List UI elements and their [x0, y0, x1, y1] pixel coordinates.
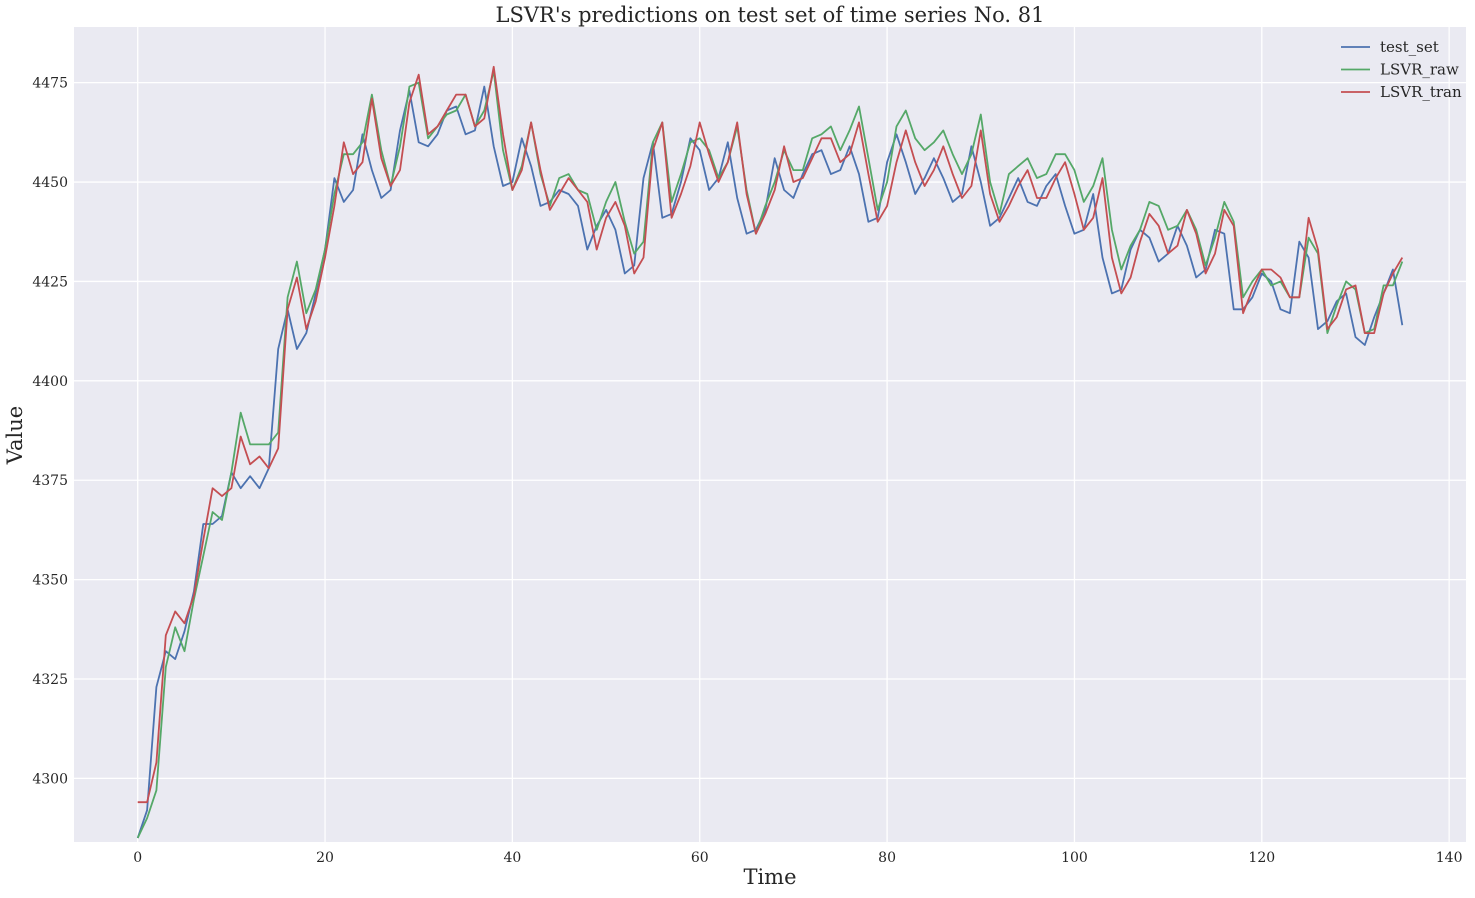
x-tick-label: 120 [1248, 850, 1275, 866]
x-tick-label: 0 [133, 850, 142, 866]
chart-title: LSVR's predictions on test set of time s… [496, 3, 1045, 27]
x-tick-label: 80 [878, 850, 896, 866]
y-tick-label: 4375 [32, 473, 68, 489]
series-line-test-set [136, 85, 1404, 839]
legend: test_set LSVR_raw LSVR_tran [1341, 38, 1462, 101]
y-tick-label: 4400 [32, 374, 68, 390]
x-tick-label: 100 [1061, 850, 1088, 866]
y-tick-label: 4475 [32, 76, 68, 92]
x-tick-label: 60 [691, 850, 709, 866]
legend-label: LSVR_tran [1380, 83, 1462, 101]
legend-label: test_set [1380, 38, 1439, 56]
series-lines [136, 65, 1404, 839]
y-tick-label: 4350 [32, 573, 68, 589]
y-axis-label: Value [3, 406, 27, 465]
x-axis-label: Time [743, 865, 796, 889]
series-line-lsvr-tran [137, 65, 1404, 804]
plot-area [74, 27, 1466, 842]
legend-label: LSVR_raw [1380, 61, 1459, 79]
y-tick-label: 4425 [32, 274, 68, 290]
x-tick-label: 20 [316, 850, 334, 866]
y-tick-label: 4300 [32, 771, 68, 787]
y-tick-label: 4450 [32, 175, 68, 191]
tick-labels: 0 20 40 60 80 100 120 140 4300 4325 4350 4375 4400 44… [32, 76, 1462, 866]
y-tick-label: 4325 [32, 672, 68, 688]
x-tick-label: 140 [1436, 850, 1463, 866]
x-tick-label: 40 [503, 850, 521, 866]
